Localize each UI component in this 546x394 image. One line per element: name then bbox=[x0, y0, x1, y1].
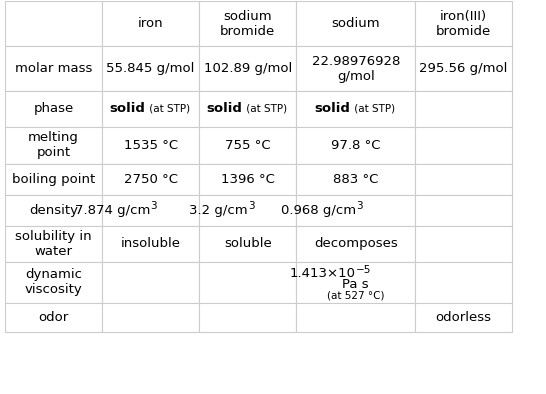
Bar bbox=[415, 46, 512, 91]
Text: 1535 °C: 1535 °C bbox=[123, 139, 177, 152]
Bar bbox=[5, 91, 102, 126]
Bar bbox=[296, 46, 415, 91]
Text: melting
point: melting point bbox=[28, 131, 79, 159]
Bar bbox=[415, 91, 512, 126]
Text: phase: phase bbox=[33, 102, 74, 115]
Text: Pa s: Pa s bbox=[342, 278, 369, 291]
Text: 7.874 g/cm: 7.874 g/cm bbox=[75, 204, 151, 217]
Text: 3: 3 bbox=[356, 201, 363, 211]
Bar bbox=[296, 262, 415, 303]
Text: dynamic
viscosity: dynamic viscosity bbox=[25, 268, 82, 296]
Bar bbox=[296, 303, 415, 332]
Text: (at STP): (at STP) bbox=[243, 104, 287, 114]
Bar bbox=[199, 2, 296, 46]
Text: 22.98976928
g/mol: 22.98976928 g/mol bbox=[312, 55, 400, 83]
Text: iron(III)
bromide: iron(III) bromide bbox=[436, 10, 491, 38]
Bar bbox=[415, 2, 512, 46]
Text: 55.845 g/mol: 55.845 g/mol bbox=[106, 62, 195, 75]
Text: 1396 °C: 1396 °C bbox=[221, 173, 275, 186]
Bar bbox=[199, 164, 296, 195]
Bar bbox=[5, 2, 102, 46]
Text: odorless: odorless bbox=[436, 311, 491, 324]
Bar bbox=[415, 126, 512, 164]
Text: 883 °C: 883 °C bbox=[333, 173, 378, 186]
Bar bbox=[5, 126, 102, 164]
Text: 295.56 g/mol: 295.56 g/mol bbox=[419, 62, 508, 75]
Bar bbox=[102, 91, 199, 126]
Bar bbox=[199, 126, 296, 164]
Text: iron: iron bbox=[138, 17, 163, 30]
Text: 102.89 g/mol: 102.89 g/mol bbox=[204, 62, 292, 75]
Text: 3: 3 bbox=[151, 201, 157, 211]
Text: solid: solid bbox=[109, 102, 145, 115]
Bar bbox=[296, 164, 415, 195]
Bar bbox=[5, 262, 102, 303]
Bar bbox=[199, 91, 296, 126]
Bar bbox=[415, 262, 512, 303]
Text: boiling point: boiling point bbox=[12, 173, 95, 186]
Text: odor: odor bbox=[38, 311, 69, 324]
Bar bbox=[199, 195, 296, 226]
Bar bbox=[102, 303, 199, 332]
Text: 0.968 g/cm: 0.968 g/cm bbox=[281, 204, 356, 217]
Text: soluble: soluble bbox=[224, 238, 272, 251]
Bar bbox=[415, 195, 512, 226]
Bar bbox=[415, 164, 512, 195]
Bar bbox=[415, 226, 512, 262]
Text: sodium: sodium bbox=[331, 17, 380, 30]
Text: solid: solid bbox=[206, 102, 242, 115]
Bar bbox=[102, 126, 199, 164]
Text: decomposes: decomposes bbox=[314, 238, 397, 251]
Text: density: density bbox=[29, 204, 78, 217]
Text: 3: 3 bbox=[248, 201, 254, 211]
Text: insoluble: insoluble bbox=[121, 238, 181, 251]
Text: molar mass: molar mass bbox=[15, 62, 92, 75]
Bar bbox=[102, 2, 199, 46]
Bar bbox=[296, 126, 415, 164]
Text: 755 °C: 755 °C bbox=[225, 139, 271, 152]
Bar bbox=[5, 46, 102, 91]
Bar bbox=[102, 46, 199, 91]
Bar bbox=[102, 226, 199, 262]
Bar bbox=[199, 46, 296, 91]
Bar bbox=[5, 226, 102, 262]
Bar bbox=[199, 226, 296, 262]
Text: −5: −5 bbox=[356, 265, 371, 275]
Text: 2750 °C: 2750 °C bbox=[123, 173, 177, 186]
Bar bbox=[296, 195, 415, 226]
Bar bbox=[102, 164, 199, 195]
Text: (at STP): (at STP) bbox=[351, 104, 395, 114]
Bar bbox=[5, 303, 102, 332]
Text: (at 527 °C): (at 527 °C) bbox=[327, 290, 384, 300]
Bar bbox=[5, 164, 102, 195]
Bar bbox=[5, 195, 102, 226]
Text: 97.8 °C: 97.8 °C bbox=[331, 139, 381, 152]
Text: 3.2 g/cm: 3.2 g/cm bbox=[189, 204, 248, 217]
Bar bbox=[296, 2, 415, 46]
Bar bbox=[199, 262, 296, 303]
Text: solid: solid bbox=[314, 102, 351, 115]
Bar bbox=[415, 303, 512, 332]
Text: (at STP): (at STP) bbox=[146, 104, 190, 114]
Bar bbox=[199, 303, 296, 332]
Bar bbox=[102, 195, 199, 226]
Bar bbox=[296, 226, 415, 262]
Bar bbox=[296, 91, 415, 126]
Bar bbox=[102, 262, 199, 303]
Text: solubility in
water: solubility in water bbox=[15, 230, 92, 258]
Text: 1.413×10: 1.413×10 bbox=[290, 267, 356, 280]
Text: sodium
bromide: sodium bromide bbox=[220, 10, 275, 38]
